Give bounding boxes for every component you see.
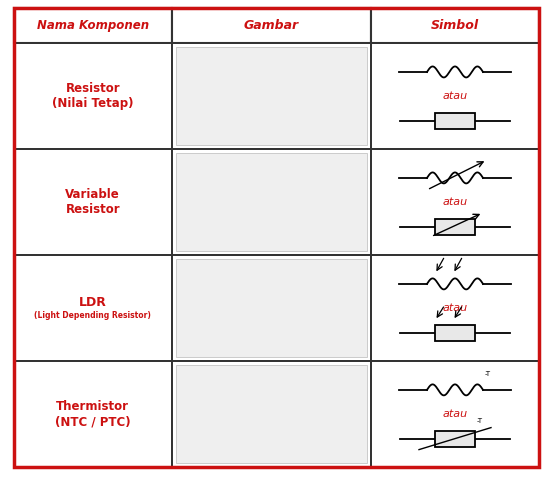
Bar — [171, 8, 371, 43]
Bar — [171, 43, 371, 150]
Bar — [171, 150, 371, 255]
Bar — [14, 8, 171, 43]
Bar — [371, 361, 539, 467]
Text: atau: atau — [442, 409, 468, 419]
Text: (Light Depending Resistor): (Light Depending Resistor) — [34, 311, 151, 320]
Text: Gambar: Gambar — [244, 19, 299, 32]
Bar — [435, 431, 475, 447]
Bar — [171, 361, 371, 467]
Text: Variable
Resistor: Variable Resistor — [65, 188, 120, 216]
Bar — [175, 365, 367, 463]
Bar — [175, 259, 367, 357]
Text: LDR: LDR — [79, 296, 107, 309]
Text: Thermistor
(NTC / PTC): Thermistor (NTC / PTC) — [55, 400, 131, 428]
Bar — [371, 255, 539, 361]
Bar — [435, 325, 475, 340]
Bar — [371, 150, 539, 255]
Text: Simbol: Simbol — [431, 19, 479, 32]
Text: Nama Komponen: Nama Komponen — [36, 19, 149, 32]
Bar — [371, 8, 539, 43]
Text: -T: -T — [485, 371, 491, 377]
Bar — [175, 47, 367, 145]
Text: Resistor
(Nilai Tetap): Resistor (Nilai Tetap) — [52, 82, 133, 111]
Bar — [14, 255, 171, 361]
Bar — [371, 43, 539, 150]
Bar — [14, 150, 171, 255]
Text: -T: -T — [477, 418, 483, 424]
Bar — [435, 112, 475, 129]
Text: atau: atau — [442, 92, 468, 101]
Bar — [14, 43, 171, 150]
Bar — [14, 361, 171, 467]
Bar — [171, 255, 371, 361]
Bar — [435, 219, 475, 235]
Bar — [175, 153, 367, 251]
Text: atau: atau — [442, 303, 468, 313]
Text: atau: atau — [442, 197, 468, 207]
